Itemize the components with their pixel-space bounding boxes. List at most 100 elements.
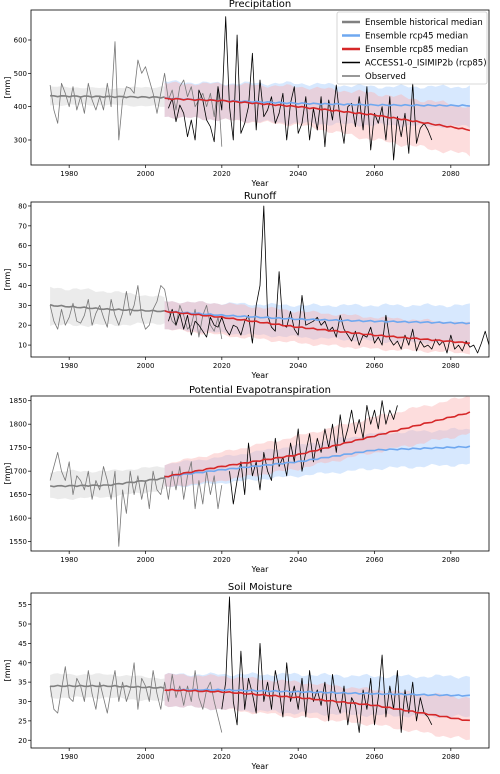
rcp45-median-line: [164, 445, 471, 478]
chart-panel-2: 1980 2000 2020 2040 2060 2080 10 20 30 40 50 60 70 80…: [3, 191, 490, 380]
legend-label: ACCESS1-0_ISIMIP2b (rcp85): [365, 59, 487, 69]
x-tick-label: 2020: [213, 362, 231, 370]
historical-band: [50, 466, 165, 500]
y-tick-label: 1550: [9, 538, 27, 546]
y-tick-label: 60: [18, 242, 27, 250]
y-tick-label: 30: [18, 698, 27, 706]
x-tick-label: 2000: [137, 753, 155, 761]
y-tick-label: 20: [18, 737, 27, 745]
rcp85-median-line: [164, 688, 470, 722]
rcp85-band: [164, 301, 470, 355]
y-tick-label: 1600: [9, 515, 27, 523]
x-tick-label: 2000: [137, 362, 155, 370]
axes-frame: [30, 592, 490, 749]
x-tick-label: 1980: [60, 362, 78, 370]
y-axis-label: [mm]: [3, 77, 12, 99]
x-tick-label: 2080: [442, 556, 460, 564]
panel-title: Potential Evapotranspiration: [189, 385, 331, 396]
x-tick-label: 2000: [137, 170, 155, 178]
chart-panel-1: 1980 2000 2020 2040 2060 2080 300 400 500 600 Prec…: [3, 0, 490, 188]
x-tick-label: 2060: [366, 753, 384, 761]
plot-area: [49, 16, 471, 161]
historical-median-line: [49, 303, 165, 313]
panel-title: Runoff: [244, 191, 277, 202]
access-line: [168, 205, 489, 354]
y-tick-label: 50: [18, 262, 27, 270]
y-tick-label: 1650: [9, 491, 27, 499]
legend: Ensemble historical median Ensemble rcp45…: [336, 11, 488, 85]
x-tick-label: 1980: [60, 556, 78, 564]
historical-median-line: [50, 94, 165, 99]
y-tick-label: 40: [18, 282, 27, 290]
x-axis-label: Year: [251, 565, 270, 574]
plot-area: [49, 596, 470, 741]
observed-line: [49, 41, 223, 147]
rcp85-median-line: [164, 411, 471, 478]
y-axis-label: [mm]: [3, 660, 12, 682]
x-tick-label: 2080: [442, 753, 460, 761]
y-tick-label: 30: [18, 302, 27, 310]
y-tick-label: 1800: [9, 421, 27, 429]
y-tick-label: 600: [14, 37, 27, 45]
historical-band: [50, 673, 165, 702]
plot-area: [49, 205, 489, 355]
rcp85-band: [164, 81, 470, 157]
legend-label: Ensemble historical median: [365, 18, 483, 28]
x-axis-label: Year: [251, 179, 270, 188]
x-tick-label: 2060: [366, 556, 384, 564]
y-axis-label: [mm]: [3, 269, 12, 291]
y-tick-label: 50: [18, 621, 27, 629]
y-tick-label: 400: [14, 103, 27, 111]
rcp45-median-line: [164, 688, 470, 697]
y-tick-label: 20: [18, 322, 27, 330]
y-tick-label: 1750: [9, 444, 27, 452]
x-axis-label: Year: [251, 762, 270, 771]
historical-median-line: [50, 684, 165, 690]
access-line: [168, 16, 433, 161]
y-tick-label: 35: [18, 679, 27, 687]
x-tick-label: 2040: [289, 170, 307, 178]
x-tick-label: 2020: [213, 556, 231, 564]
y-tick-label: 70: [18, 222, 27, 230]
rcp45-median-line: [164, 309, 471, 325]
y-tick-label: 1850: [9, 397, 27, 405]
observed-line: [49, 285, 223, 340]
access-line: [229, 400, 398, 505]
x-tick-label: 2000: [137, 556, 155, 564]
legend-label: Ensemble rcp45 median: [365, 32, 468, 42]
x-axis-label: Year: [251, 371, 270, 380]
rcp85-median-line: [164, 97, 471, 132]
observed-line: [49, 451, 223, 547]
rcp85-band: [164, 396, 470, 487]
x-tick-label: 2060: [366, 362, 384, 370]
axes-frame: [30, 9, 490, 166]
y-tick-label: 500: [14, 70, 27, 78]
x-tick-label: 2080: [442, 170, 460, 178]
axes-frame: [30, 395, 490, 552]
axes-frame: [30, 201, 490, 358]
y-tick-label: 25: [18, 717, 27, 725]
legend-label: Observed: [365, 72, 406, 82]
plot-area: [49, 396, 471, 547]
chart-panel-4: 1980 2000 2020 2040 2060 2080 20 25 30 35 40 45 50 55…: [3, 582, 490, 771]
x-tick-label: 2040: [289, 362, 307, 370]
rcp85-median-line: [164, 309, 470, 345]
x-tick-label: 2020: [213, 170, 231, 178]
y-tick-label: 40: [18, 659, 27, 667]
x-tick-label: 2020: [213, 753, 231, 761]
y-tick-label: 1700: [9, 468, 27, 476]
y-axis-label: [mm]: [3, 463, 12, 485]
y-tick-label: 55: [18, 601, 27, 609]
x-tick-label: 2040: [289, 556, 307, 564]
y-tick-label: 300: [14, 137, 27, 145]
y-tick-label: 45: [18, 640, 27, 648]
panel-title: Precipitation: [229, 0, 292, 10]
x-tick-label: 1980: [60, 753, 78, 761]
legend-box: [336, 11, 488, 85]
panel-title: Soil Moisture: [228, 582, 292, 593]
chart-panel-3: 1980 2000 2020 2040 2060 2080 1550 1600 1650 1700…: [3, 385, 490, 574]
legend-label: Ensemble rcp85 median: [365, 45, 468, 55]
x-tick-label: 2080: [442, 362, 460, 370]
x-tick-label: 2040: [289, 753, 307, 761]
